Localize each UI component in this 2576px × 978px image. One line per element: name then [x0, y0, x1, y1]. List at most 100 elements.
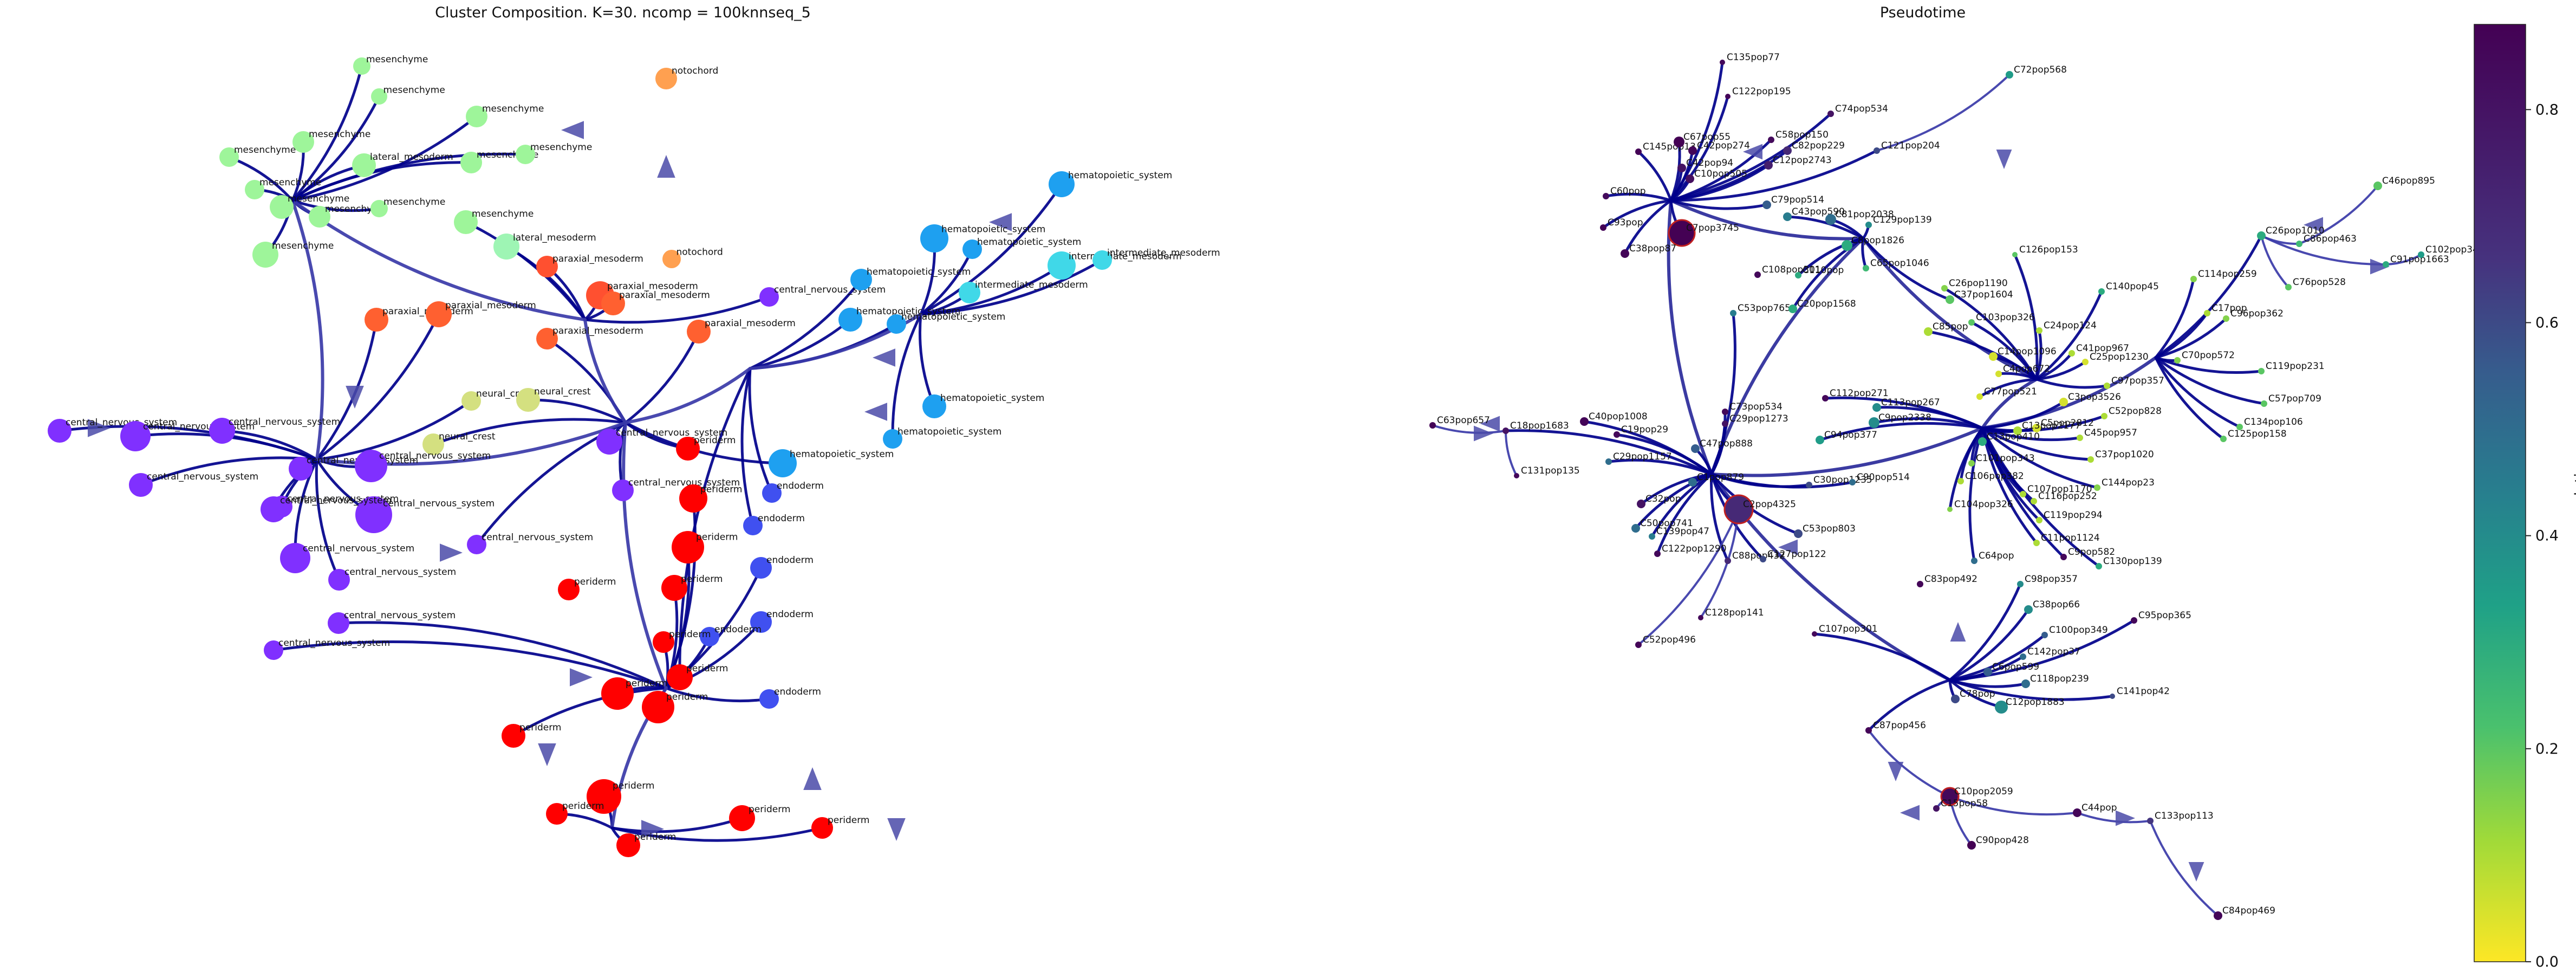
edge-arrow: [2116, 810, 2135, 826]
graph-edge: [1710, 426, 1984, 477]
pseudotime-node: [1825, 214, 1836, 225]
graph-edge: [1867, 678, 1951, 732]
pseudotime-node: [1720, 60, 1725, 65]
cluster-node-label: neural_crest: [439, 431, 496, 442]
cluster-node: [422, 433, 444, 455]
pseudotime-node-label: C90pop514: [1857, 472, 1910, 483]
edge-arrow: [1480, 416, 1500, 432]
pseudotime-node: [1827, 111, 1834, 117]
cluster-node: [120, 421, 151, 451]
pseudotime-node: [1983, 668, 1992, 676]
cluster-node: [687, 320, 711, 344]
pseudotime-node-label: C6pop599: [1992, 662, 2039, 672]
graph-edge: [1669, 149, 1878, 202]
pseudotime-node-label: C10pop505: [1694, 169, 1747, 179]
pseudotime-node: [2077, 435, 2083, 441]
right-graph-edges: [1432, 61, 2422, 917]
graph-edge: [610, 817, 744, 833]
pseudotime-node: [2021, 679, 2030, 688]
pseudotime-node-label: C42pop94: [1686, 158, 1733, 169]
pseudotime-node: [1768, 137, 1774, 143]
pseudotime-node-label: C110pop: [1803, 265, 1844, 276]
pseudotime-node-label: C79pop514: [1771, 195, 1824, 205]
graph-edge: [2149, 820, 2219, 917]
cluster-node-label: central_nervous_system: [303, 543, 414, 554]
graph-edge: [315, 399, 473, 461]
cluster-node-label: endoderm: [774, 686, 821, 697]
pseudotime-node-label: C86pop463: [2304, 234, 2357, 244]
cluster-node-label: mesenchyme: [272, 241, 334, 251]
graph-edge: [1432, 424, 1507, 434]
pseudotime-node-label: C107pop1170: [2027, 484, 2092, 495]
pseudotime-node-label: C78pop: [1960, 689, 1995, 700]
cluster-node-label: lateral_mesoderm: [370, 152, 453, 163]
graph-edge: [1791, 237, 1865, 310]
cluster-node: [264, 640, 283, 660]
cluster-node: [370, 200, 388, 217]
graph-edge: [624, 330, 700, 424]
graph-edge: [1504, 429, 1713, 476]
cluster-node: [280, 543, 310, 573]
pseudotime-node-label: C126pop153: [2019, 244, 2078, 255]
cluster-node-label: paraxial_mesoderm: [619, 290, 710, 301]
graph-edge: [315, 313, 440, 461]
cluster-node-label: periderm: [686, 663, 728, 674]
pseudotime-node: [1725, 94, 1731, 99]
pseudotime-node: [1668, 219, 1696, 247]
cluster-node-label: paraxial_mesoderm: [607, 281, 698, 292]
pseudotime-node-label: C32pop: [1645, 494, 1681, 504]
pseudotime-node: [2214, 911, 2222, 920]
graph-edge: [1981, 426, 2092, 461]
graph-edge: [1650, 472, 1713, 538]
graph-edge: [291, 152, 527, 202]
graph-edge: [1634, 472, 1713, 530]
edge-arrow: [2370, 258, 2390, 275]
pseudotime-node-label: C57pop709: [2268, 393, 2321, 404]
pseudotime-node: [1946, 295, 1954, 304]
cluster-node-label: periderm: [519, 722, 561, 733]
cluster-node-label: hematopoietic_system: [977, 237, 1081, 248]
pseudotime-node-label: C129pop139: [1873, 215, 1932, 225]
cluster-node-label: hematopoietic_system: [897, 426, 1001, 437]
pseudotime-node: [2059, 398, 2068, 406]
pseudotime-node: [1603, 193, 1609, 199]
colorbar-tick-label: 0.4: [2535, 528, 2559, 545]
pseudotime-node: [2204, 310, 2210, 316]
graph-edge: [545, 337, 627, 424]
graph-edge: [1602, 199, 1673, 229]
graph-edge: [1667, 199, 1713, 476]
pseudotime-node: [2101, 413, 2107, 419]
pseudotime-node-label: C12pop2743: [1773, 155, 1832, 166]
graph-edge: [749, 278, 863, 370]
cluster-node: [493, 234, 519, 260]
pseudotime-node-label: C121pop204: [1881, 140, 1940, 151]
cluster-node: [596, 429, 622, 455]
graph-edge: [1623, 199, 1673, 255]
graph-edge: [2035, 290, 2103, 381]
pseudotime-node: [1722, 420, 1728, 427]
graph-edge: [918, 313, 936, 408]
pseudotime-node-label: C127pop122: [1767, 549, 1826, 560]
pseudotime-node: [2190, 276, 2197, 282]
pseudotime-node-label: C42pop274: [1697, 140, 1750, 151]
pseudotime-node-label: C108pop301: [1762, 264, 1821, 275]
edge-arrow: [1778, 539, 1798, 555]
pseudotime-node: [1869, 417, 1879, 428]
cluster-node: [426, 301, 452, 327]
graph-edge: [526, 398, 627, 424]
cluster-node-label: paraxial_mesoderm: [705, 318, 796, 329]
graph-edge: [2154, 356, 2266, 405]
pseudotime-node-label: C144pop23: [2102, 477, 2155, 488]
cluster-node-label: periderm: [669, 629, 711, 640]
pseudotime-node: [1631, 524, 1640, 533]
pseudotime-node-label: C44pop: [2081, 802, 2117, 813]
graph-edge: [1710, 237, 1865, 476]
pseudotime-node: [2147, 818, 2154, 824]
pseudotime-node-label: C73pop534: [1729, 401, 1783, 412]
pseudotime-node-label: C88pop432: [1732, 550, 1785, 561]
pseudotime-node-label: C37pop1020: [2095, 449, 2154, 460]
cluster-node-label: intermediate_mesoderm: [975, 280, 1088, 290]
graph-edge: [1637, 150, 1673, 202]
cluster-node-label: periderm: [749, 804, 790, 815]
pseudotime-node-label: C82pop229: [1792, 140, 1845, 151]
